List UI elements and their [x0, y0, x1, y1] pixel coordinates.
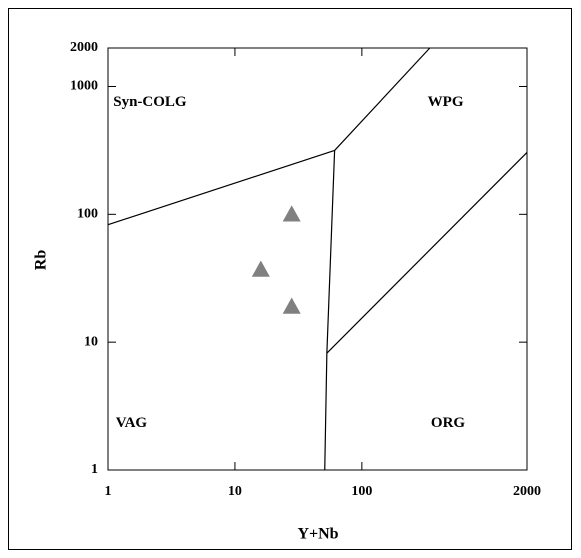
- x-tick-label: 100: [351, 484, 372, 499]
- y-tick-label: 1: [91, 462, 98, 477]
- data-point: [251, 260, 270, 277]
- y-tick-label: 10: [84, 334, 98, 349]
- data-point: [282, 297, 301, 314]
- boundary-line: [326, 151, 528, 354]
- boundary-line: [334, 47, 431, 151]
- y-axis-label: Rb: [33, 250, 50, 271]
- region-label: ORG: [431, 415, 466, 431]
- boundary-line: [107, 149, 335, 226]
- data-point: [282, 205, 301, 222]
- y-tick-label: 1000: [70, 79, 98, 94]
- region-label: Syn-COLG: [113, 94, 187, 110]
- y-tick-label: 2000: [70, 40, 98, 55]
- x-tick-label: 10: [228, 484, 242, 499]
- plot-area: [107, 47, 528, 471]
- frame: [8, 8, 572, 550]
- x-tick-label: 1: [105, 484, 112, 499]
- x-axis-label: Y+Nb: [297, 526, 338, 543]
- region-label: VAG: [116, 415, 148, 431]
- x-tick-label: 2000: [513, 484, 541, 499]
- y-tick-label: 100: [77, 207, 98, 222]
- region-label: WPG: [428, 94, 464, 110]
